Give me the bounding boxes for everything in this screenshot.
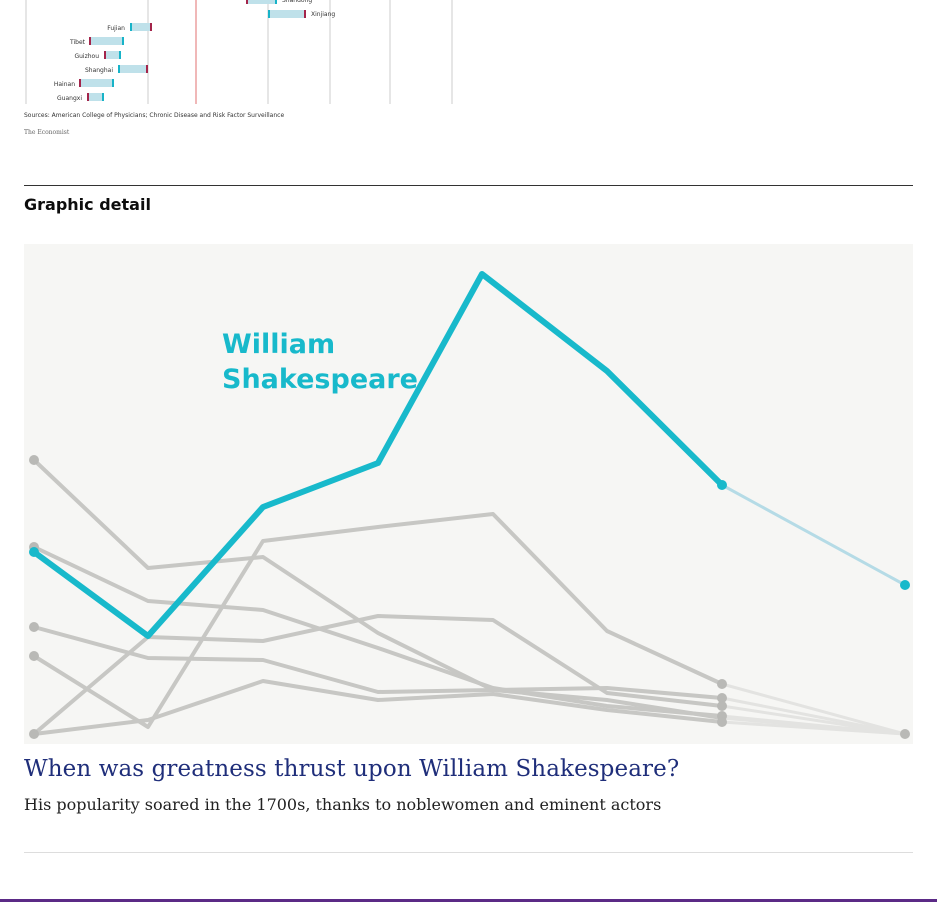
divider bbox=[24, 852, 913, 853]
row-label: Guizhou bbox=[74, 53, 99, 60]
headline-link[interactable]: When was greatness thrust upon William S… bbox=[24, 756, 680, 782]
row-label: Xinjiang bbox=[311, 11, 335, 18]
chart-thumbnail[interactable]: Shandong Xinjiang Fujian Tibet Guizhou S… bbox=[0, 0, 460, 140]
credit: The Economist bbox=[24, 129, 70, 136]
row-label: Tibet bbox=[69, 39, 86, 46]
source-note: Sources: American College of Physicians;… bbox=[24, 112, 284, 119]
article-image[interactable]: William Shakespeare bbox=[24, 244, 913, 744]
row-label: Shandong bbox=[282, 0, 312, 4]
row-label: Guangxi bbox=[57, 95, 82, 102]
row-label: Hainan bbox=[54, 81, 75, 88]
description: His popularity soared in the 1700s, than… bbox=[24, 795, 662, 814]
row-label: Shanghai bbox=[85, 67, 113, 74]
divider bbox=[24, 185, 913, 186]
image-label: William bbox=[222, 329, 335, 360]
row-label: Fujian bbox=[107, 25, 125, 32]
image-label: Shakespeare bbox=[222, 364, 418, 395]
section-title[interactable]: Graphic detail bbox=[24, 195, 151, 214]
footer-rule bbox=[0, 899, 937, 902]
